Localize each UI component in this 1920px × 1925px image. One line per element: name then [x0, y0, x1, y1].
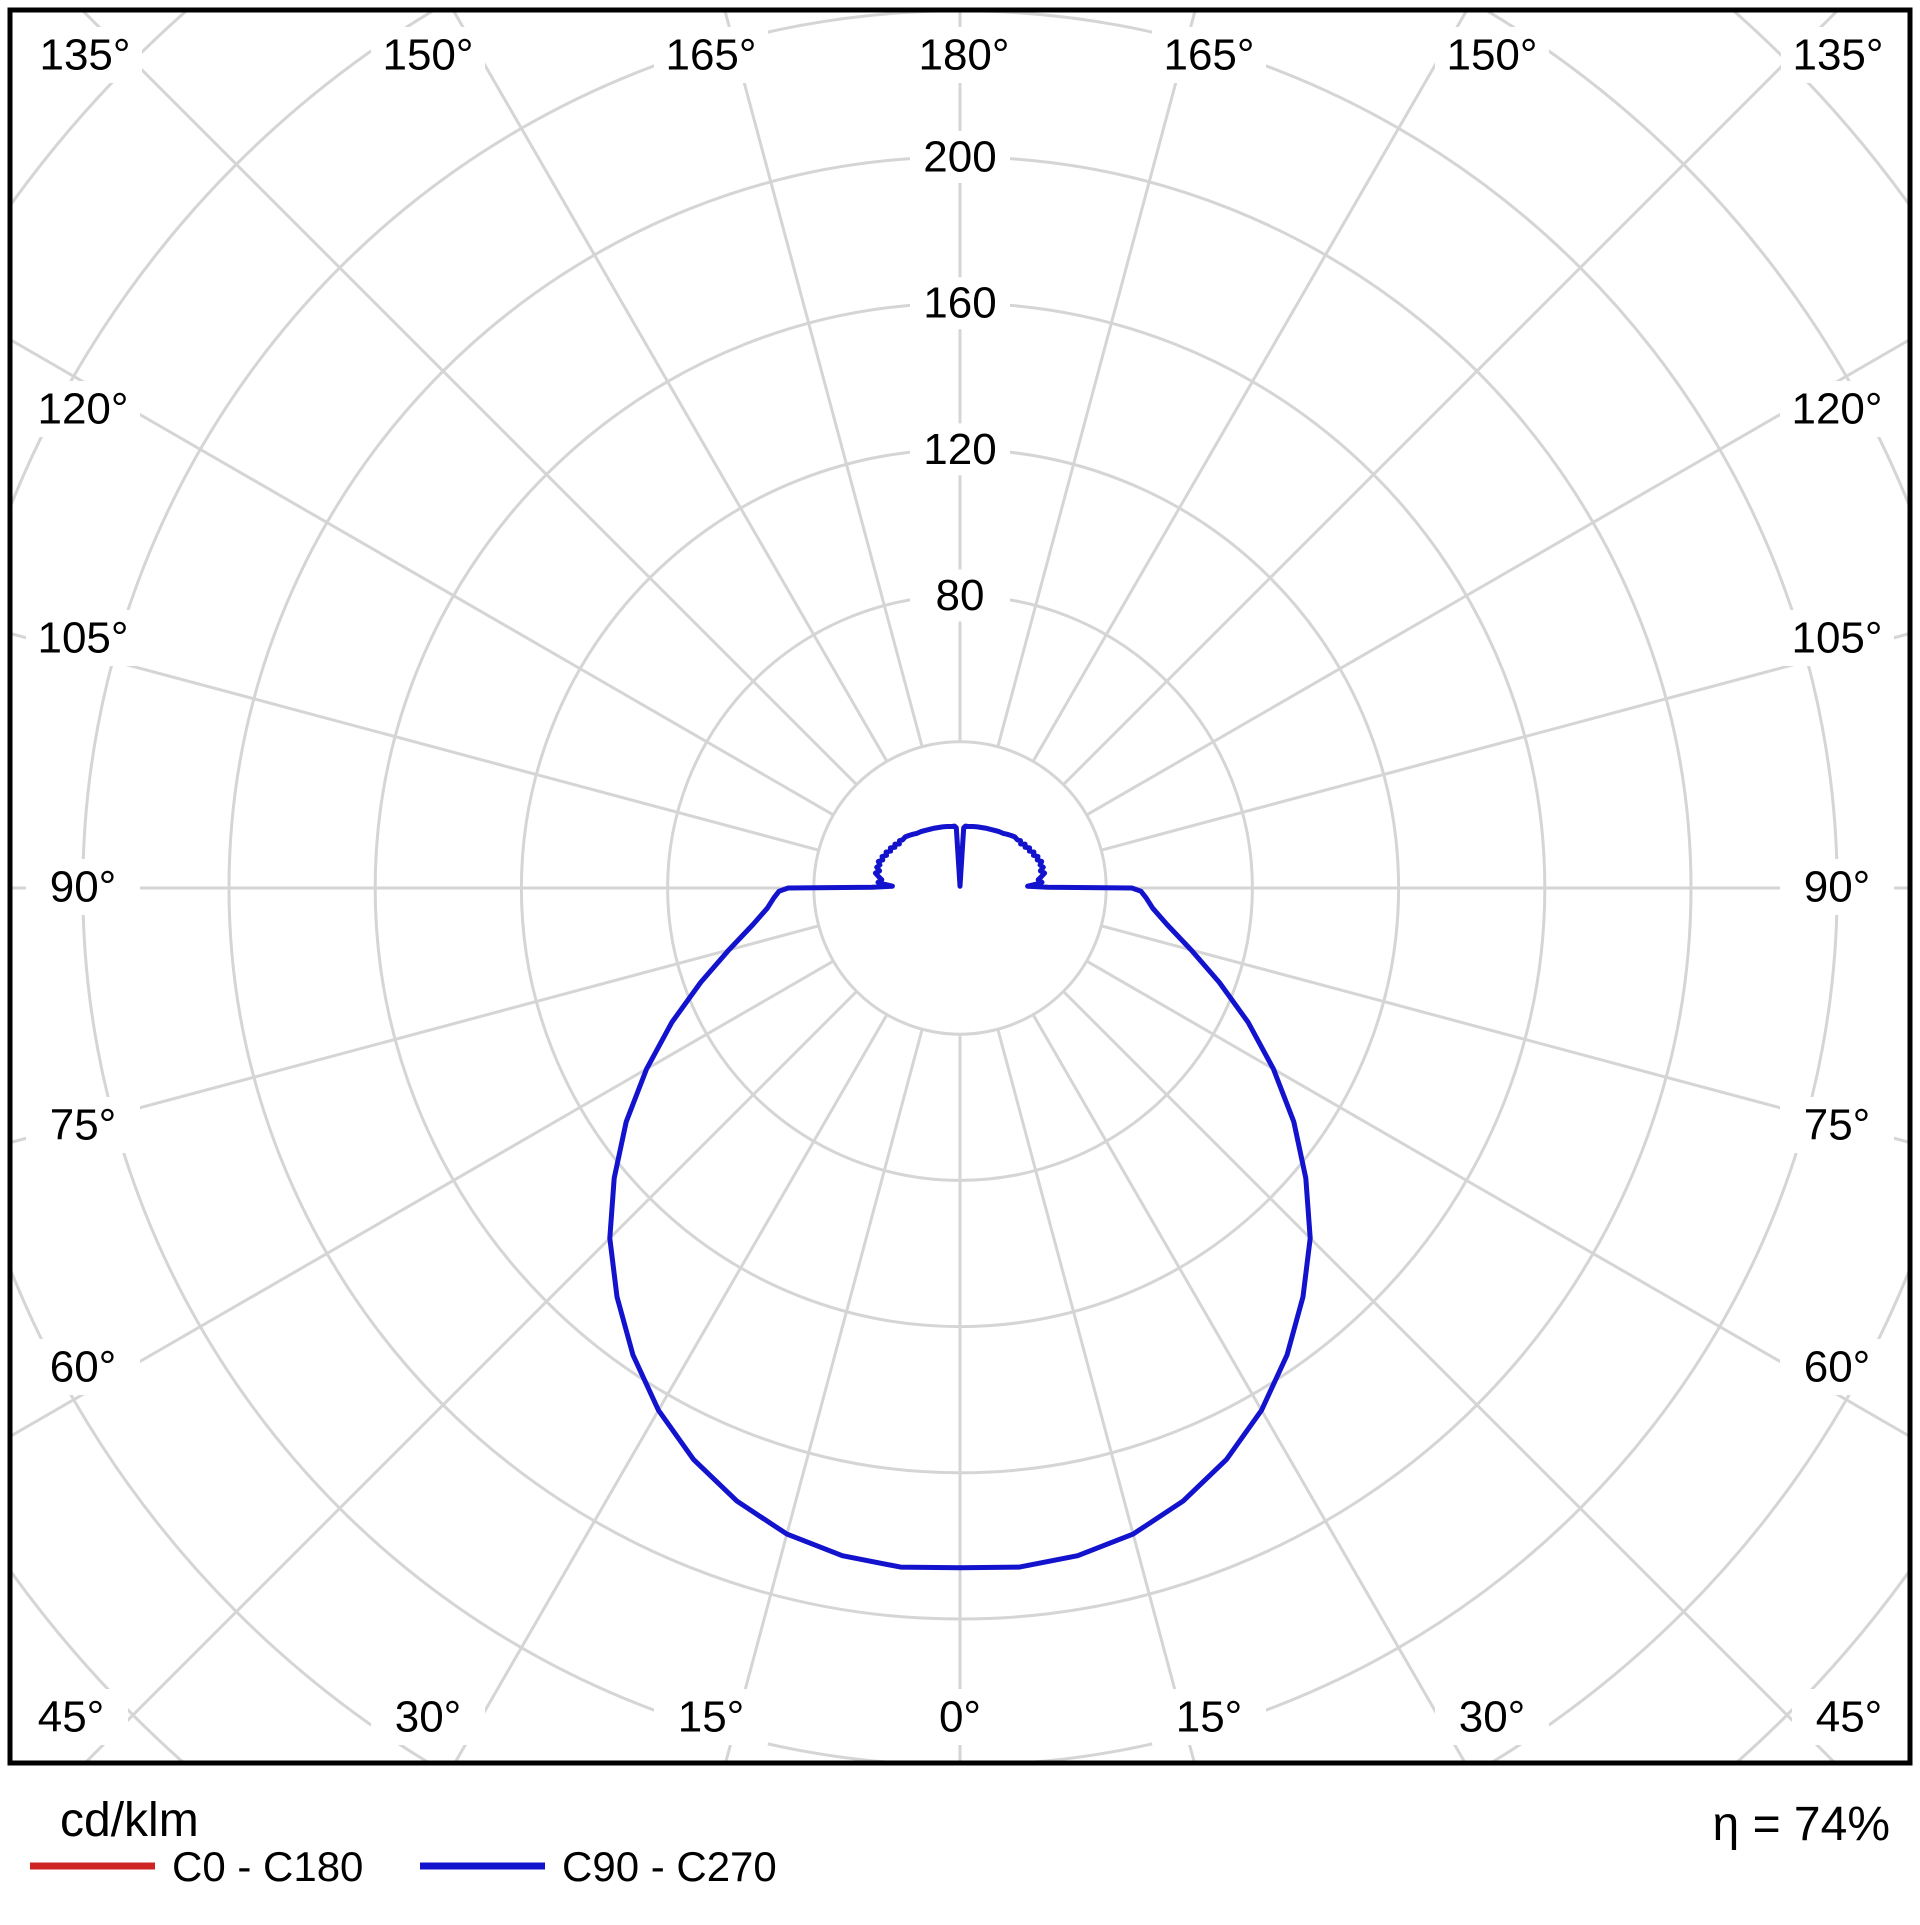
- angle-label-gap: [1781, 27, 1895, 83]
- angle-label-45: 45°: [1816, 1693, 1883, 1742]
- angle-label-165: 165°: [1163, 31, 1254, 80]
- label-gap-masks: [14, 27, 1906, 1745]
- angle-label-gap: [907, 27, 1021, 83]
- grid-spoke-105: [1100, 632, 1908, 852]
- angle-label-45: 45°: [38, 1693, 105, 1742]
- angle-label-gap: [1780, 610, 1894, 666]
- angle-label-gap: [1780, 1097, 1894, 1153]
- angle-label-150: 150°: [382, 31, 473, 80]
- angle-label-gap: [26, 1097, 140, 1153]
- angle-label-30: 30°: [395, 1693, 462, 1742]
- angle-label-90: 90°: [1804, 863, 1871, 912]
- plot-border: [7, 7, 1913, 1766]
- grid-spoke-75: [1100, 924, 1908, 1144]
- angle-label-gap: [371, 1689, 485, 1745]
- grid-spoke-150: [1031, 12, 1468, 763]
- angle-label-gap: [654, 1689, 768, 1745]
- angle-label-75: 75°: [1804, 1101, 1871, 1150]
- angle-label-gap: [1780, 381, 1894, 437]
- angle-label-75: 75°: [50, 1101, 117, 1150]
- legend-label-c90-c270: C90 - C270: [562, 1843, 777, 1890]
- legend: C0 - C180 C90 - C270: [30, 1843, 777, 1890]
- radial-tick-200: 200: [923, 133, 996, 182]
- grid-spoke-210: [452, 12, 889, 763]
- angle-label-gap: [1780, 859, 1894, 915]
- unit-label: cd/klm: [60, 1794, 199, 1847]
- angle-label-165: 165°: [665, 31, 756, 80]
- angle-label-30: 30°: [1459, 1693, 1526, 1742]
- radial-tick-160: 160: [923, 279, 996, 328]
- grid-spoke-285: [12, 924, 820, 1144]
- angle-label-gap: [26, 381, 140, 437]
- angle-label-gap: [903, 1689, 1017, 1745]
- angle-label-135: 135°: [39, 31, 130, 80]
- angle-label-150: 150°: [1446, 31, 1537, 80]
- grid-spoke-165: [996, 12, 1197, 748]
- angle-label-135: 135°: [1792, 31, 1883, 80]
- radial-label-gap: [910, 277, 1010, 330]
- photometric-curves: [607, 823, 1313, 1571]
- angle-label-60: 60°: [1804, 1343, 1871, 1392]
- angle-label-15: 15°: [678, 1693, 745, 1742]
- radial-label-gap: [910, 131, 1010, 183]
- grid-spoke-255: [12, 632, 820, 852]
- radial-tick-120: 120: [923, 425, 996, 474]
- radial-tick-80: 80: [936, 571, 985, 620]
- angle-label-gap: [1780, 1339, 1894, 1395]
- grid-spoke-195: [723, 12, 924, 748]
- angle-label-gap: [1792, 1689, 1906, 1745]
- angle-label-gap: [371, 27, 485, 83]
- angle-label-gap: [1152, 27, 1266, 83]
- angle-label-120: 120°: [37, 385, 128, 434]
- grid-spoke-300: [12, 959, 835, 1438]
- angle-label-gap: [26, 610, 140, 666]
- curve-c90-c270: [607, 823, 1313, 1571]
- angle-label-60: 60°: [50, 1343, 117, 1392]
- efficiency-label: η = 74%: [1713, 1798, 1890, 1851]
- radial-label-gap: [910, 423, 1010, 476]
- angle-label-120: 120°: [1791, 385, 1882, 434]
- angle-label-105: 105°: [37, 614, 128, 663]
- angle-label-gap: [28, 27, 142, 83]
- legend-label-c0-c180: C0 - C180: [172, 1843, 363, 1890]
- grid-spoke-30: [1031, 1013, 1466, 1761]
- grid-spoke-15: [996, 1028, 1196, 1761]
- radial-label-gap: [910, 569, 1010, 622]
- angle-label-gap: [1435, 27, 1549, 83]
- grid-spoke-240: [12, 338, 835, 817]
- angle-label-105: 105°: [1791, 614, 1882, 663]
- angle-label-gap: [14, 1689, 128, 1745]
- angle-label-180: 180°: [918, 31, 1009, 80]
- angle-label-gap: [654, 27, 768, 83]
- angle-label-90: 90°: [50, 863, 117, 912]
- angle-label-15: 15°: [1176, 1693, 1243, 1742]
- grid-spoke-60: [1085, 959, 1908, 1438]
- angle-label-gap: [1152, 1689, 1266, 1745]
- grid-spoke-345: [724, 1028, 924, 1761]
- angle-label-0: 0°: [939, 1693, 981, 1742]
- angle-label-gap: [1435, 1689, 1549, 1745]
- angle-label-gap: [26, 859, 140, 915]
- angle-label-gap: [26, 1339, 140, 1395]
- axis-labels: 135° 150° 165° 180° 165° 150° 135° 120° 105° 90° 7…: [37, 31, 1883, 1742]
- grid-spoke-120: [1085, 338, 1908, 817]
- grid-spoke-330: [454, 1013, 889, 1761]
